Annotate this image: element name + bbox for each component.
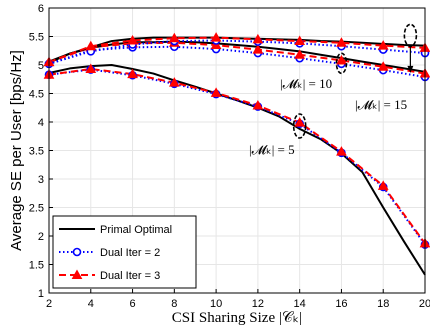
y-tick-label: 5 (38, 60, 44, 72)
data-point-triangle (127, 34, 138, 45)
series-line (48, 40, 426, 73)
y-tick-label: 2.5 (29, 203, 44, 215)
legend: Primal Optimal Dual Iter = 2 Dual Iter = 3 (52, 215, 197, 289)
y-axis-label: Average SE per User [bps/Hz] (8, 50, 25, 251)
series-line (48, 41, 426, 75)
y-axis-ticks: 1 1.5 2 2.5 3 3.5 4 4.5 5 5.5 6 (29, 3, 44, 300)
plot-frame (48, 7, 426, 294)
data-point-triangle (168, 77, 180, 87)
y-tick-label: 1 (38, 288, 44, 300)
x-tick-label: 12 (252, 298, 264, 310)
data-point-triangle (252, 99, 264, 110)
annotation-ellipse (335, 52, 348, 75)
y-tick-label: 6 (38, 3, 44, 15)
data-point-triangle (210, 32, 222, 42)
data-point-triangle (377, 40, 389, 50)
annotation-label: |𝓜ₖ| = 10 (280, 76, 332, 91)
legend-item-label: Dual Iter = 3 (100, 270, 160, 282)
x-tick-label: 10 (210, 298, 222, 310)
data-point-triangle (294, 35, 306, 46)
data-point-triangle (252, 44, 264, 54)
data-point-triangle (252, 33, 264, 44)
data-point-triangle (294, 49, 306, 59)
y-tick-label: 3.5 (29, 146, 44, 158)
x-tick-label: 16 (335, 298, 347, 310)
y-tick-label: 2 (38, 231, 44, 243)
series-line (48, 64, 426, 276)
series-line (48, 68, 426, 246)
series-line (48, 36, 426, 64)
data-point-triangle (85, 40, 97, 51)
data-point-triangle (168, 32, 180, 43)
data-point-triangle (336, 54, 347, 65)
x-tick-label: 20 (419, 298, 430, 310)
x-axis-ticks: 2 4 6 8 10 12 14 16 18 20 (46, 298, 430, 310)
annotation-ellipse (403, 23, 418, 48)
x-axis-label: CSI Sharing Size |𝒞ₖ| (172, 310, 302, 326)
x-tick-label: 8 (171, 298, 177, 310)
annotation-label: |𝓜ₖ| = 5 (249, 142, 295, 157)
data-point-triangle (85, 63, 97, 73)
data-point-triangle (127, 68, 138, 79)
data-point-triangle (336, 146, 347, 156)
y-tick-label: 4 (38, 117, 44, 129)
data-point-circle (72, 247, 82, 257)
data-point-triangle (294, 117, 306, 127)
annotation-ellipse (292, 113, 307, 139)
annotations-layer: |𝓜ₖ| = 5 |𝓜ₖ| = 10 |𝓜ₖ| = 15 (249, 23, 418, 157)
x-tick-label: 4 (88, 298, 94, 310)
x-tick-label: 2 (46, 298, 52, 310)
data-point-triangle (210, 87, 222, 97)
series-line (48, 36, 426, 64)
legend-item-label: Dual Iter = 2 (100, 247, 160, 259)
x-tick-label: 6 (129, 298, 135, 310)
series-line (48, 67, 426, 244)
y-tick-label: 5.5 (29, 32, 44, 44)
legend-item-label: Primal Optimal (100, 224, 172, 236)
data-point-triangle (336, 37, 347, 47)
y-tick-label: 1.5 (29, 260, 44, 272)
data-point-triangle (377, 61, 389, 71)
annotation-arrow-head (407, 65, 414, 73)
x-tick-label: 18 (377, 298, 389, 310)
y-tick-label: 3 (38, 174, 44, 186)
data-point-triangle (377, 180, 389, 190)
annotation-label: |𝓜ₖ| = 15 (355, 97, 407, 112)
data-point-triangle (71, 269, 83, 279)
series-group-1 (43, 63, 430, 276)
y-tick-label: 4.5 (29, 89, 44, 101)
x-tick-label: 14 (294, 298, 306, 310)
series-line (48, 39, 426, 65)
